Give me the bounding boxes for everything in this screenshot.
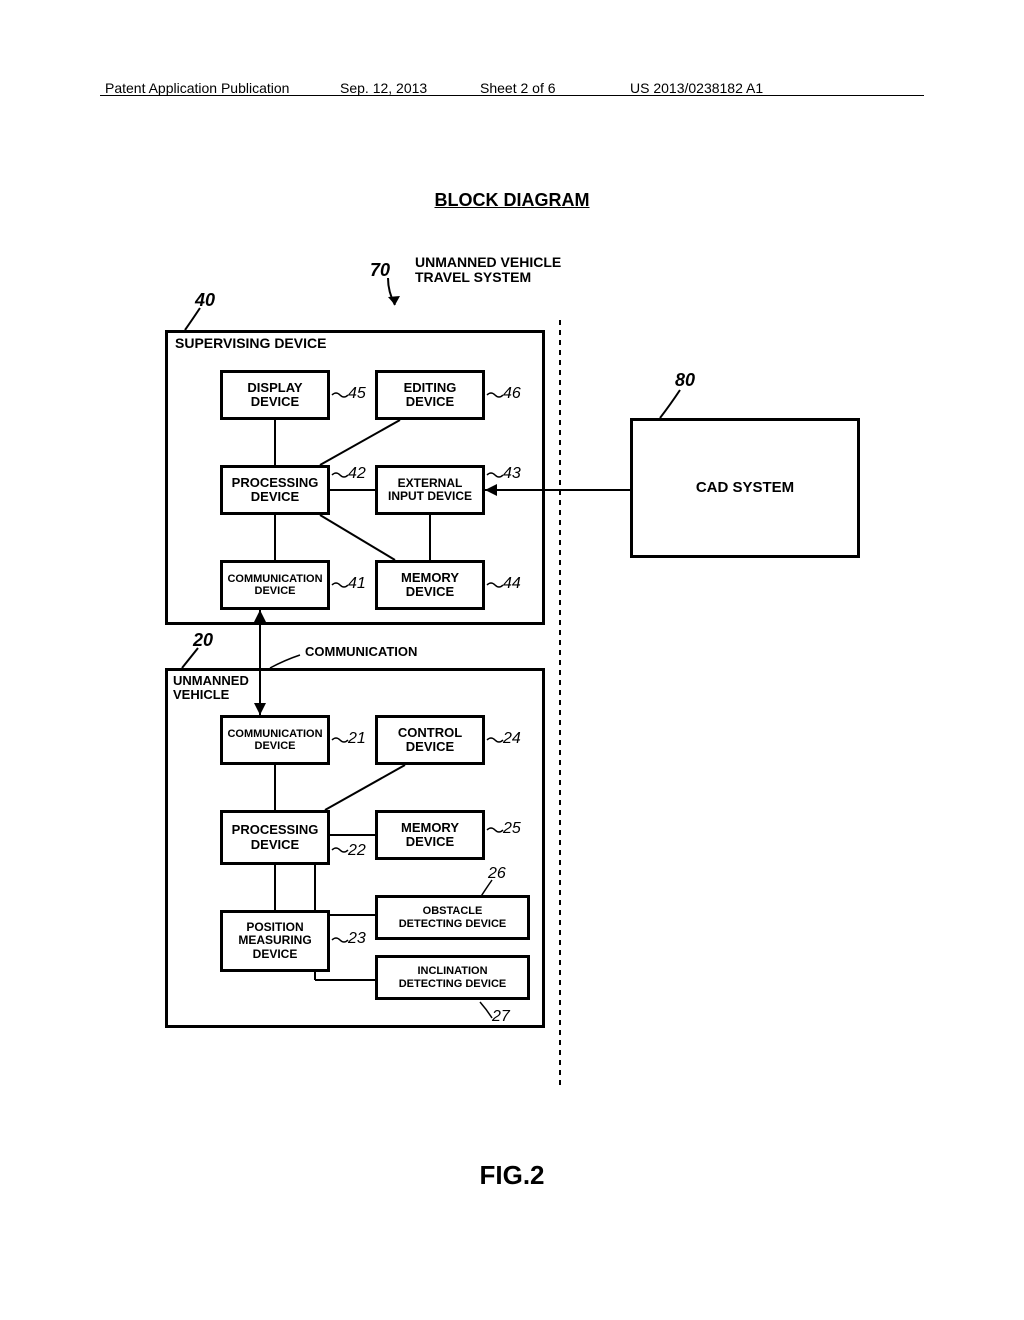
ref-43: 43	[503, 465, 521, 483]
veh-comm-block: COMMUNICATIONDEVICE	[220, 715, 330, 765]
header-sheet: Sheet 2 of 6	[480, 80, 556, 96]
ref-25: 25	[503, 820, 521, 838]
vehicle-title: UNMANNEDVEHICLE	[173, 674, 249, 703]
ref-20: 20	[193, 630, 213, 651]
diagram-title: BLOCK DIAGRAM	[0, 190, 1024, 211]
supervising-title: SUPERVISING DEVICE	[175, 336, 326, 351]
figure-label: FIG.2	[0, 1160, 1024, 1191]
editing-device-block: EDITINGDEVICE	[375, 370, 485, 420]
header-date: Sep. 12, 2013	[340, 80, 427, 96]
block-diagram: 70 UNMANNED VEHICLETRAVEL SYSTEM	[120, 250, 920, 1130]
veh-memory-block: MEMORYDEVICE	[375, 810, 485, 860]
ref-22: 22	[348, 842, 366, 860]
ref-70: 70	[370, 260, 390, 281]
header-left: Patent Application Publication	[105, 80, 289, 96]
veh-processing-block: PROCESSINGDEVICE	[220, 810, 330, 865]
communication-label: COMMUNICATION	[305, 645, 417, 659]
display-device-block: DISPLAYDEVICE	[220, 370, 330, 420]
ref-45: 45	[348, 385, 366, 403]
ref-23: 23	[348, 930, 366, 948]
ref-27: 27	[492, 1008, 510, 1026]
ref-80: 80	[675, 370, 695, 391]
ref-41: 41	[348, 575, 366, 593]
sup-memory-block: MEMORYDEVICE	[375, 560, 485, 610]
obstacle-block: OBSTACLEDETECTING DEVICE	[375, 895, 530, 940]
ref-46: 46	[503, 385, 521, 403]
control-block: CONTROLDEVICE	[375, 715, 485, 765]
ref-26: 26	[488, 865, 506, 883]
cad-system-block: CAD SYSTEM	[630, 418, 860, 558]
inclination-block: INCLINATIONDETECTING DEVICE	[375, 955, 530, 1000]
external-input-block: EXTERNALINPUT DEVICE	[375, 465, 485, 515]
position-block: POSITIONMEASURINGDEVICE	[220, 910, 330, 972]
ref-40: 40	[195, 290, 215, 311]
ref-21: 21	[348, 730, 366, 748]
header-pubno: US 2013/0238182 A1	[630, 80, 763, 96]
page: Patent Application Publication Sep. 12, …	[0, 0, 1024, 1320]
sup-comm-block: COMMUNICATIONDEVICE	[220, 560, 330, 610]
sup-processing-block: PROCESSINGDEVICE	[220, 465, 330, 515]
ref-24: 24	[503, 730, 521, 748]
ref-44: 44	[503, 575, 521, 593]
ref-42: 42	[348, 465, 366, 483]
system-label: UNMANNED VEHICLETRAVEL SYSTEM	[415, 255, 561, 286]
